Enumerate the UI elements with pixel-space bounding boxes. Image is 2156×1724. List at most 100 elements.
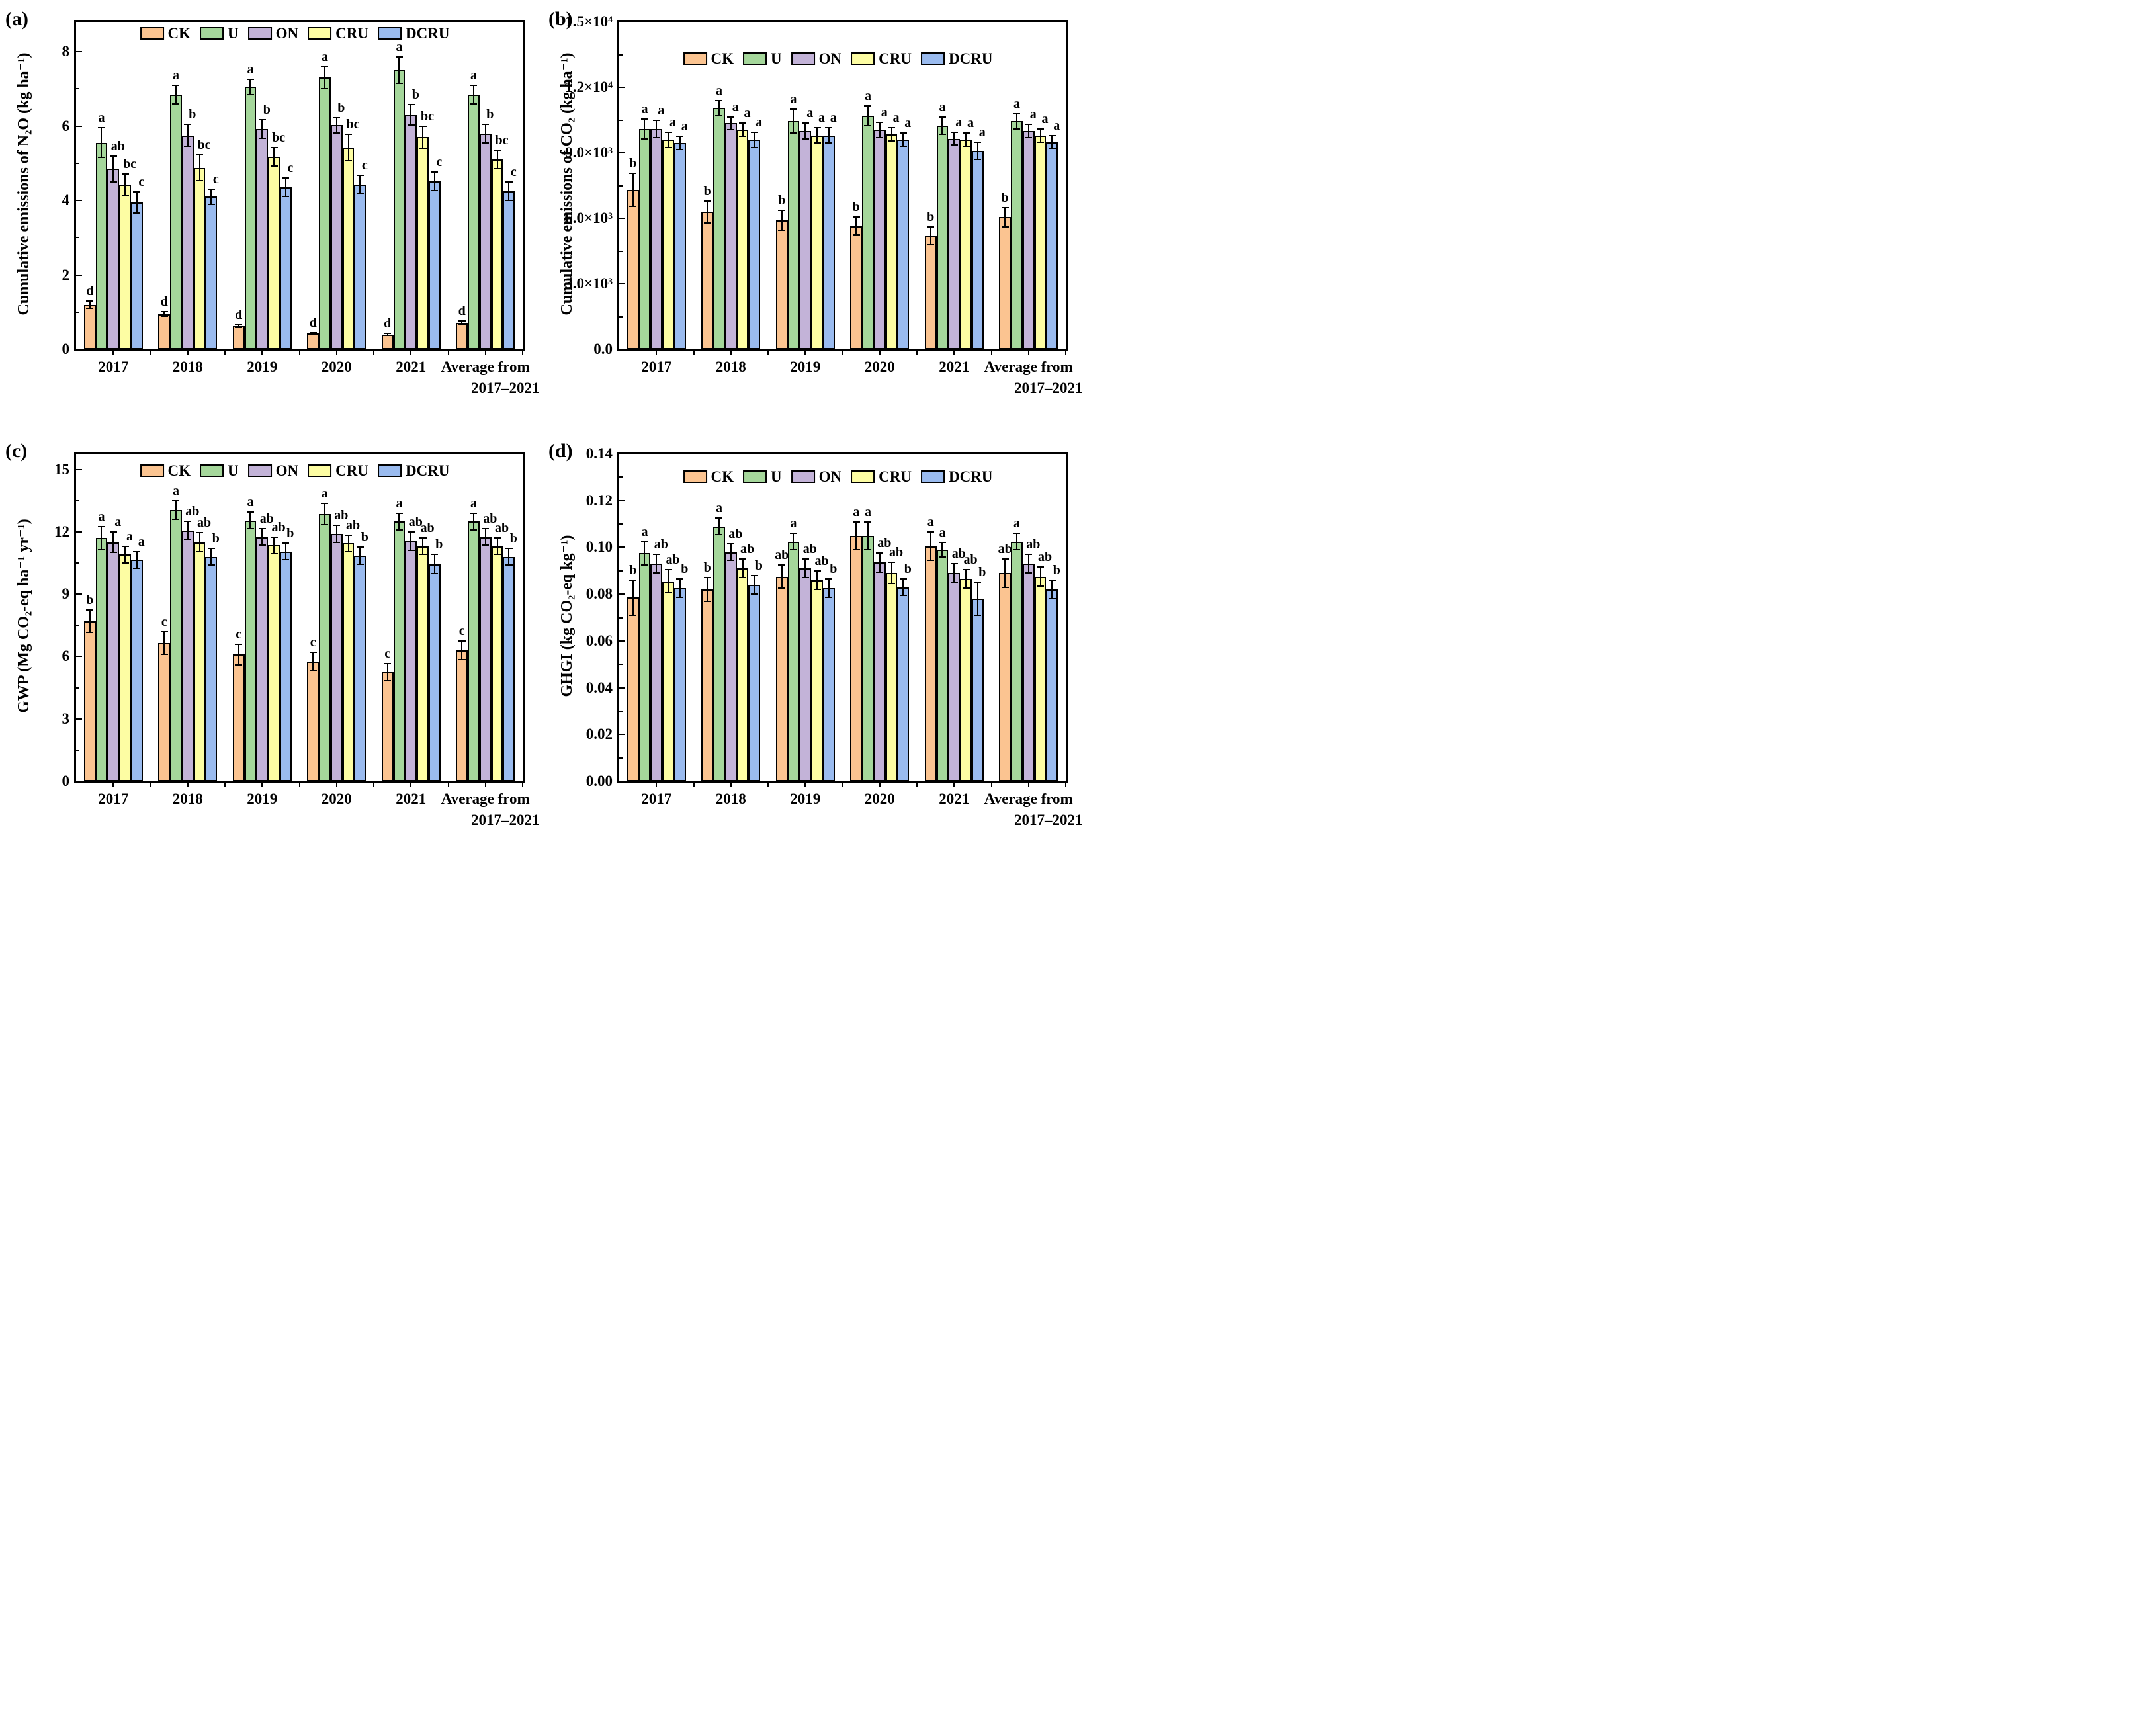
legend-label-CRU: CRU bbox=[335, 25, 369, 42]
error-bar-cap-top bbox=[133, 191, 141, 193]
error-bar-cap-bottom bbox=[703, 222, 711, 224]
sig-letter: a bbox=[470, 67, 477, 83]
bar-CK-2017 bbox=[83, 621, 96, 781]
error-bar-cap-top bbox=[703, 200, 711, 202]
bar-DCRU-2017 bbox=[673, 143, 686, 349]
error-bar-cap-bottom bbox=[1013, 548, 1021, 550]
error-bar-cap-bottom bbox=[97, 548, 105, 550]
error-bar-cap-bottom bbox=[1001, 226, 1009, 228]
x-tick bbox=[522, 349, 523, 355]
x-tick bbox=[150, 781, 151, 787]
x-tick bbox=[522, 781, 523, 787]
error-bar bbox=[136, 192, 138, 213]
x-tick bbox=[656, 781, 658, 787]
error-bar-cap-top bbox=[121, 173, 129, 175]
error-bar-cap-top bbox=[235, 643, 243, 645]
legend-swatch-CRU bbox=[851, 470, 875, 483]
error-bar-cap-top bbox=[640, 540, 648, 542]
y-minor-tick bbox=[76, 237, 79, 239]
error-bar-cap-top bbox=[184, 123, 192, 125]
sig-letter: a bbox=[247, 495, 254, 509]
y-tick-label: 0.08 bbox=[585, 585, 613, 603]
error-bar-cap-top bbox=[629, 173, 637, 175]
x-tick-label: 2020 bbox=[864, 359, 895, 375]
error-bar bbox=[781, 210, 783, 231]
bar-ON-2020 bbox=[330, 534, 343, 781]
legend-label-CK: CK bbox=[711, 50, 734, 67]
y-minor-tick bbox=[76, 687, 79, 689]
sig-letter: a bbox=[321, 486, 328, 501]
error-bar-cap-top bbox=[864, 521, 872, 523]
sig-letter: a bbox=[864, 89, 871, 104]
error-bar-cap-top bbox=[629, 579, 637, 581]
error-bar bbox=[941, 542, 943, 557]
error-bar-cap-top bbox=[739, 122, 747, 124]
bar-U-2020 bbox=[319, 514, 331, 781]
bar-CRU-Average from bbox=[1034, 135, 1047, 349]
error-bar-cap-bottom bbox=[927, 559, 935, 561]
sig-letter: ab bbox=[775, 547, 789, 562]
error-bar bbox=[890, 128, 892, 141]
error-bar-cap-top bbox=[715, 99, 723, 101]
legend-swatch-CRU bbox=[308, 464, 332, 477]
sig-letter: a bbox=[818, 110, 826, 126]
sig-letter: a bbox=[669, 114, 677, 130]
error-bar bbox=[668, 570, 669, 593]
error-bar bbox=[879, 553, 881, 572]
error-bar-cap-top bbox=[750, 574, 758, 576]
sig-letter: a bbox=[790, 92, 797, 107]
error-bar-cap-top bbox=[309, 652, 317, 654]
error-bar-cap-bottom bbox=[407, 124, 415, 126]
bar-DCRU-2021 bbox=[971, 599, 984, 781]
error-bar-cap-bottom bbox=[715, 114, 723, 116]
error-bar bbox=[965, 570, 967, 589]
y-minor-tick bbox=[619, 119, 623, 121]
x-tick bbox=[261, 349, 263, 355]
error-bar-cap-top bbox=[482, 528, 490, 530]
sig-letter: a bbox=[1041, 111, 1049, 126]
error-bar bbox=[398, 513, 400, 530]
sig-letter: ab bbox=[888, 545, 904, 560]
error-bar-cap-top bbox=[825, 127, 833, 129]
sig-letter: a bbox=[755, 114, 763, 130]
sig-letter: a bbox=[939, 525, 946, 540]
bar-U-2018 bbox=[713, 526, 725, 781]
error-bar bbox=[1004, 559, 1006, 587]
error-bar-cap-bottom bbox=[962, 146, 970, 148]
x-tick bbox=[767, 781, 769, 787]
y-minor-tick bbox=[76, 88, 79, 90]
error-bar-cap-bottom bbox=[482, 142, 490, 144]
bar-CK-2018 bbox=[158, 314, 171, 349]
error-bar bbox=[484, 529, 486, 546]
error-bar-cap-bottom bbox=[407, 550, 415, 552]
error-bar-cap-bottom bbox=[160, 315, 168, 317]
error-bar-cap-bottom bbox=[384, 679, 392, 681]
legend-item-DCRU: DCRU bbox=[378, 463, 449, 478]
error-bar-cap-bottom bbox=[321, 88, 329, 90]
y-minor-tick bbox=[76, 311, 79, 313]
error-bar-cap-top bbox=[407, 103, 415, 105]
error-bar bbox=[644, 118, 646, 139]
bar-U-Average from bbox=[468, 94, 480, 349]
legend-label-U: U bbox=[771, 50, 782, 67]
error-bar bbox=[508, 181, 510, 200]
sig-letter: ab bbox=[271, 519, 286, 535]
sig-letter: a bbox=[172, 67, 179, 83]
bar-DCRU-2019 bbox=[279, 187, 292, 349]
error-bar-cap-top bbox=[86, 300, 94, 302]
error-bar bbox=[804, 559, 806, 578]
error-bar-cap-top bbox=[813, 570, 821, 572]
bar-CK-Average from bbox=[456, 322, 468, 349]
bar-DCRU-Average from bbox=[1046, 589, 1058, 781]
bar-DCRU-2019 bbox=[279, 551, 292, 781]
legend-item-CRU: CRU bbox=[308, 26, 368, 41]
bar-U-2018 bbox=[170, 94, 182, 349]
x-tick-label: 2020 bbox=[864, 791, 895, 807]
x-tick bbox=[916, 781, 918, 787]
error-bar-cap-top bbox=[938, 116, 946, 118]
error-bar-cap-top bbox=[789, 533, 797, 535]
error-bar-cap-top bbox=[1025, 554, 1033, 556]
bar-CRU-2018 bbox=[193, 167, 206, 349]
sig-letter: a bbox=[247, 62, 254, 77]
bar-U-2019 bbox=[244, 87, 257, 349]
